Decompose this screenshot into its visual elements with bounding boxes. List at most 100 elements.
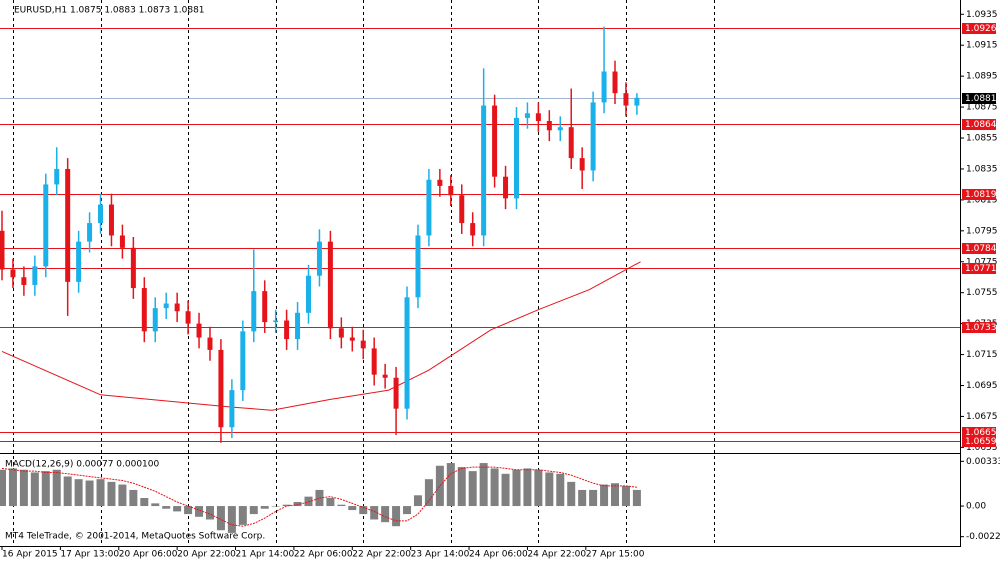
candle-body [43, 184, 49, 267]
y-tick-label: 1.0795 [966, 226, 998, 236]
candle-body [546, 121, 552, 131]
candle-body [119, 235, 125, 248]
watermark: MT4 TeleTrade, © 2001-2014, MetaQuotes S… [5, 532, 265, 542]
macd-bar [227, 506, 236, 533]
macd-bar [446, 463, 455, 507]
macd-bar [85, 480, 94, 507]
y-tick-label: 1.0835 [966, 164, 998, 174]
candle-body [492, 105, 498, 177]
macd-bar [271, 506, 280, 507]
macd-bar [195, 506, 204, 517]
candle-body [0, 230, 5, 270]
candle-body [360, 340, 366, 349]
candle-body [437, 179, 443, 186]
y-tick-label: 1.0895 [966, 72, 998, 82]
macd-bar [512, 469, 521, 507]
candle-body [65, 168, 71, 282]
macd-bar [632, 489, 641, 507]
level-label: 1.0784 [965, 244, 997, 254]
macd-bar [52, 469, 61, 507]
x-tick-label: 24 Apr 22:00 [527, 550, 586, 560]
candle-body [503, 176, 509, 199]
level-label: 1.0926 [965, 24, 997, 34]
candle-body [141, 288, 147, 332]
macd-bar [479, 463, 488, 507]
macd-bar [8, 468, 17, 507]
current-price-box [962, 93, 996, 104]
macd-bar [30, 472, 39, 507]
candle-body [568, 127, 574, 159]
candle-body [229, 390, 235, 428]
macd-bar [359, 506, 368, 515]
candle-body [251, 291, 257, 332]
y-tick-label: 1.0715 [966, 350, 998, 360]
y-tick-label: 1.0815 [966, 195, 998, 205]
candle-body [196, 323, 202, 338]
level-label-box [962, 23, 996, 34]
candle-body [470, 223, 476, 236]
x-tick-label: 16 Apr 2015 [2, 550, 58, 560]
candle-body [415, 235, 421, 298]
x-tick-label: 17 Apr 13:00 [60, 550, 119, 560]
candle-body [448, 185, 454, 196]
macd-bar [523, 468, 532, 507]
macd-bar [348, 506, 357, 511]
level-label: 1.0659 [965, 437, 997, 447]
candle-body [612, 71, 618, 94]
level-label-box [962, 427, 996, 438]
y-tick-label: 1.0915 [966, 41, 998, 51]
candle-body [513, 117, 519, 199]
level-label: 1.0819 [965, 190, 997, 200]
macd-bar [129, 489, 138, 507]
level-label-box [962, 119, 996, 130]
x-tick-label: 24 Apr 06:00 [469, 550, 528, 560]
candle-body [98, 204, 104, 224]
y-tick-label: 0.00333 [966, 457, 1000, 467]
x-tick-label: 23 Apr 14:00 [411, 550, 470, 560]
candle-body [152, 308, 158, 332]
candle-body [557, 127, 563, 131]
candle-body [590, 102, 596, 171]
macd-bar [238, 506, 247, 525]
candle-body [306, 275, 312, 313]
level-label-box [962, 263, 996, 274]
macd-bar [468, 471, 477, 507]
macd-bar [205, 506, 214, 520]
macd-bar [118, 484, 127, 507]
y-tick-label: 1.0775 [966, 257, 998, 267]
x-tick-label: 27 Apr 15:00 [586, 550, 645, 560]
macd-bar [19, 469, 28, 507]
y-tick-label: 1.0695 [966, 381, 998, 391]
x-tick-label: 21 Apr 14:00 [236, 550, 295, 560]
candle-body [21, 277, 27, 285]
macd-bar [589, 489, 598, 507]
macd-bar [621, 485, 630, 507]
macd-bar [457, 467, 466, 507]
macd-bar [184, 506, 193, 515]
candle-body [163, 303, 169, 309]
macd-bar [326, 497, 335, 507]
candle-body [32, 266, 38, 285]
macd-bar [392, 506, 401, 527]
macd-bar [63, 476, 72, 507]
macd-bar [435, 465, 444, 507]
chart-title: EURUSD,H1 1.0875 1.0883 1.0873 1.0881 [14, 6, 205, 16]
indicator-label: MACD(12,26,9) 0.00077 0.000100 [5, 460, 160, 470]
x-tick-label: 20 Apr 22:00 [177, 550, 236, 560]
level-label-box [962, 189, 996, 200]
candle-body [218, 349, 224, 428]
candle-body [579, 158, 585, 171]
candle-body [349, 337, 355, 341]
candle-body [316, 241, 322, 276]
candle-body [634, 97, 640, 106]
candle-body [174, 303, 180, 312]
macd-panel [0, 463, 641, 533]
macd-bar [600, 484, 609, 507]
candle-body [273, 320, 279, 323]
candle-body [393, 377, 399, 409]
candle-body [295, 312, 301, 340]
level-label-box [962, 436, 996, 447]
macd-bar [107, 481, 116, 507]
candle-body [207, 337, 213, 350]
